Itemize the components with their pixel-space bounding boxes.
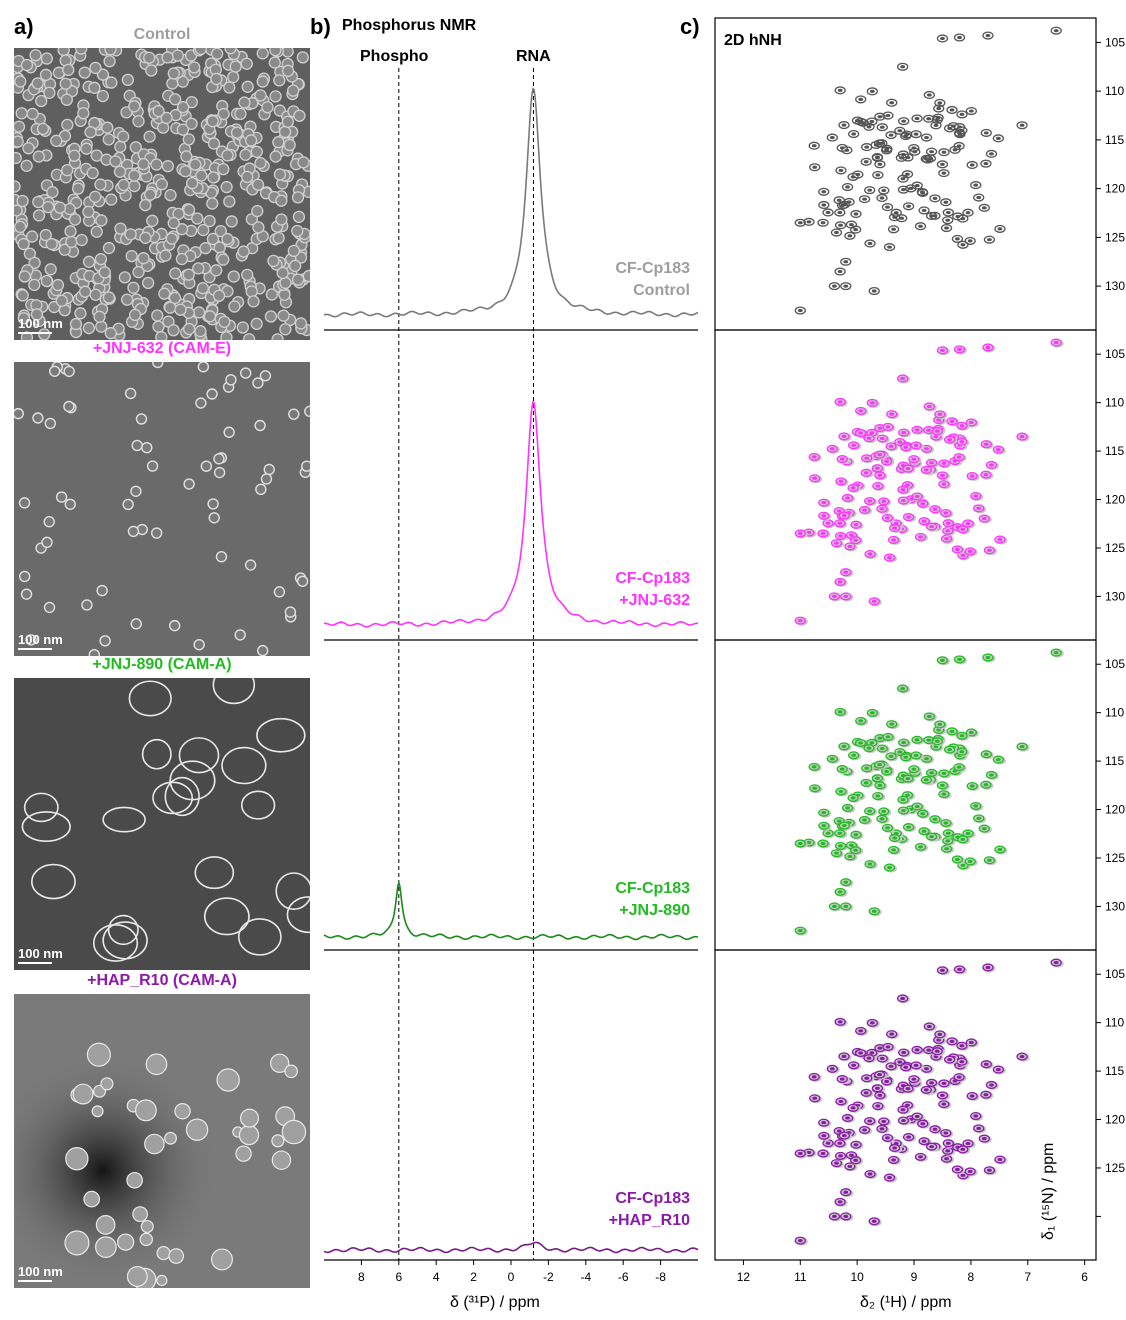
nmr-x-axis-title: δ (³¹P) / ppm <box>450 1294 540 1311</box>
nmr-x-tick-label-5: -2 <box>543 1270 554 1284</box>
panel-a-label: a) <box>14 14 34 39</box>
panel-c-label: c) <box>680 14 700 39</box>
hnh-y-tick-label-1-5: 130 <box>1105 589 1125 603</box>
hnh-y-tick-label-3-1: 110 <box>1105 1016 1124 1030</box>
scale-bar-label-0: 100 nm <box>18 316 63 331</box>
nmr-trace-1 <box>324 400 699 628</box>
nmr-x-tick-label-8: -8 <box>655 1270 666 1284</box>
panel-b-title: Phosphorus NMR <box>342 17 477 34</box>
hnh-y-tick-label-3-0: 105 <box>1105 967 1125 981</box>
nmr-sample-label-0-line2: Control <box>633 282 690 299</box>
nmr-sample-label-3-line2: +HAP_R10 <box>609 1212 690 1229</box>
nmr-sample-label-0-line1: CF-Cp183 <box>615 260 690 277</box>
em-title-1: +JNJ-632 (CAM-E) <box>92 340 232 357</box>
hnh-y-tick-label-2-0: 105 <box>1105 657 1125 671</box>
hnh-x-tick-label-1: 11 <box>794 1270 807 1284</box>
scale-bar-label-3: 100 nm <box>18 1264 63 1279</box>
hnh-x-tick-label-4: 8 <box>968 1270 975 1284</box>
scale-bar-0 <box>18 332 52 334</box>
hnh-y-tick-label-0-3: 120 <box>1105 182 1125 196</box>
hnh-y-axis-title: δ₁ (¹⁵N) / ppm <box>1040 1142 1057 1240</box>
hnh-x-tick-label-3: 9 <box>911 1270 918 1284</box>
hnh-y-tick-label-3-4: 125 <box>1105 1161 1125 1175</box>
hnh-y-tick-label-0-1: 110 <box>1105 84 1124 98</box>
hnh-y-tick-label-1-1: 110 <box>1105 396 1124 410</box>
nmr-x-tick-label-3: 2 <box>470 1270 477 1284</box>
hnh-frame-3 <box>714 949 1097 1261</box>
nmr-x-tick-label-1: 6 <box>395 1270 402 1284</box>
hnh-y-tick-label-1-2: 115 <box>1105 444 1124 458</box>
nmr-x-tick-label-2: 4 <box>433 1270 440 1284</box>
hnh-y-tick-label-2-2: 115 <box>1105 754 1124 768</box>
hnh-x-tick-label-5: 7 <box>1024 1270 1031 1284</box>
scale-bar-2 <box>18 962 52 964</box>
hnh-y-tick-label-0-2: 115 <box>1105 133 1124 147</box>
hnh-y-tick-label-0-4: 125 <box>1105 230 1125 244</box>
hnh-x-axis-title: δ₂ (¹H) / ppm <box>860 1294 952 1311</box>
em-micrograph-2 <box>14 678 310 970</box>
hnh-y-tick-label-2-5: 130 <box>1105 899 1125 913</box>
panel-b-label: b) <box>310 14 331 39</box>
hnh-peaks-0 <box>794 26 1062 315</box>
nmr-trace-0 <box>323 87 699 318</box>
hnh-y-tick-label-1-4: 125 <box>1105 541 1125 555</box>
phospho-peak-label: Phospho <box>360 48 429 65</box>
hnh-y-tick-label-2-4: 125 <box>1105 851 1125 865</box>
em-title-2: +JNJ-890 (CAM-A) <box>92 656 232 673</box>
hnh-y-tick-label-0-5: 130 <box>1105 279 1125 293</box>
em-title-0: Control <box>133 26 191 43</box>
nmr-trace-3 <box>323 1241 699 1254</box>
nmr-sample-label-1-line1: CF-Cp183 <box>615 570 690 587</box>
hnh-x-tick-label-2: 10 <box>850 1270 864 1284</box>
scale-bar-label-2: 100 nm <box>18 946 63 961</box>
nmr-sample-label-2-line1: CF-Cp183 <box>615 880 690 897</box>
nmr-trace-2 <box>323 880 699 941</box>
em-micrograph-0 <box>14 48 310 340</box>
em-micrograph-3 <box>14 994 310 1288</box>
hnh-y-tick-label-0-0: 105 <box>1105 35 1125 49</box>
hnh-y-tick-label-2-1: 110 <box>1105 706 1124 720</box>
scale-bar-3 <box>18 1280 52 1282</box>
hnh-y-tick-label-1-0: 105 <box>1105 347 1125 361</box>
nmr-sample-label-2-line2: +JNJ-890 <box>619 902 690 919</box>
hnh-x-tick-label-0: 12 <box>737 1270 751 1284</box>
em-micrograph-1 <box>14 362 310 656</box>
nmr-sample-label-1-line2: +JNJ-632 <box>619 592 690 609</box>
em-title-3: +HAP_R10 (CAM-A) <box>87 972 237 989</box>
panel-c-title: 2D hNH <box>724 32 782 49</box>
rna-peak-label: RNA <box>516 48 551 65</box>
nmr-x-tick-label-4: 0 <box>508 1270 515 1284</box>
hnh-y-tick-label-1-3: 120 <box>1105 493 1125 507</box>
hnh-peaks-1 <box>794 338 1064 626</box>
hnh-y-tick-label-3-3: 120 <box>1105 1113 1125 1127</box>
hnh-y-tick-label-3-2: 115 <box>1105 1064 1124 1078</box>
hnh-x-tick-label-6: 6 <box>1081 1270 1088 1284</box>
scale-bar-1 <box>18 648 52 650</box>
nmr-x-tick-label-0: 8 <box>358 1270 365 1284</box>
hnh-peaks-3 <box>794 958 1064 1246</box>
hnh-y-tick-label-2-3: 120 <box>1105 803 1125 817</box>
hnh-peaks-2 <box>794 648 1064 936</box>
nmr-sample-label-3-line1: CF-Cp183 <box>615 1190 690 1207</box>
scale-bar-label-1: 100 nm <box>18 632 63 647</box>
nmr-x-tick-label-6: -4 <box>580 1270 591 1284</box>
nmr-x-tick-label-7: -6 <box>618 1270 629 1284</box>
